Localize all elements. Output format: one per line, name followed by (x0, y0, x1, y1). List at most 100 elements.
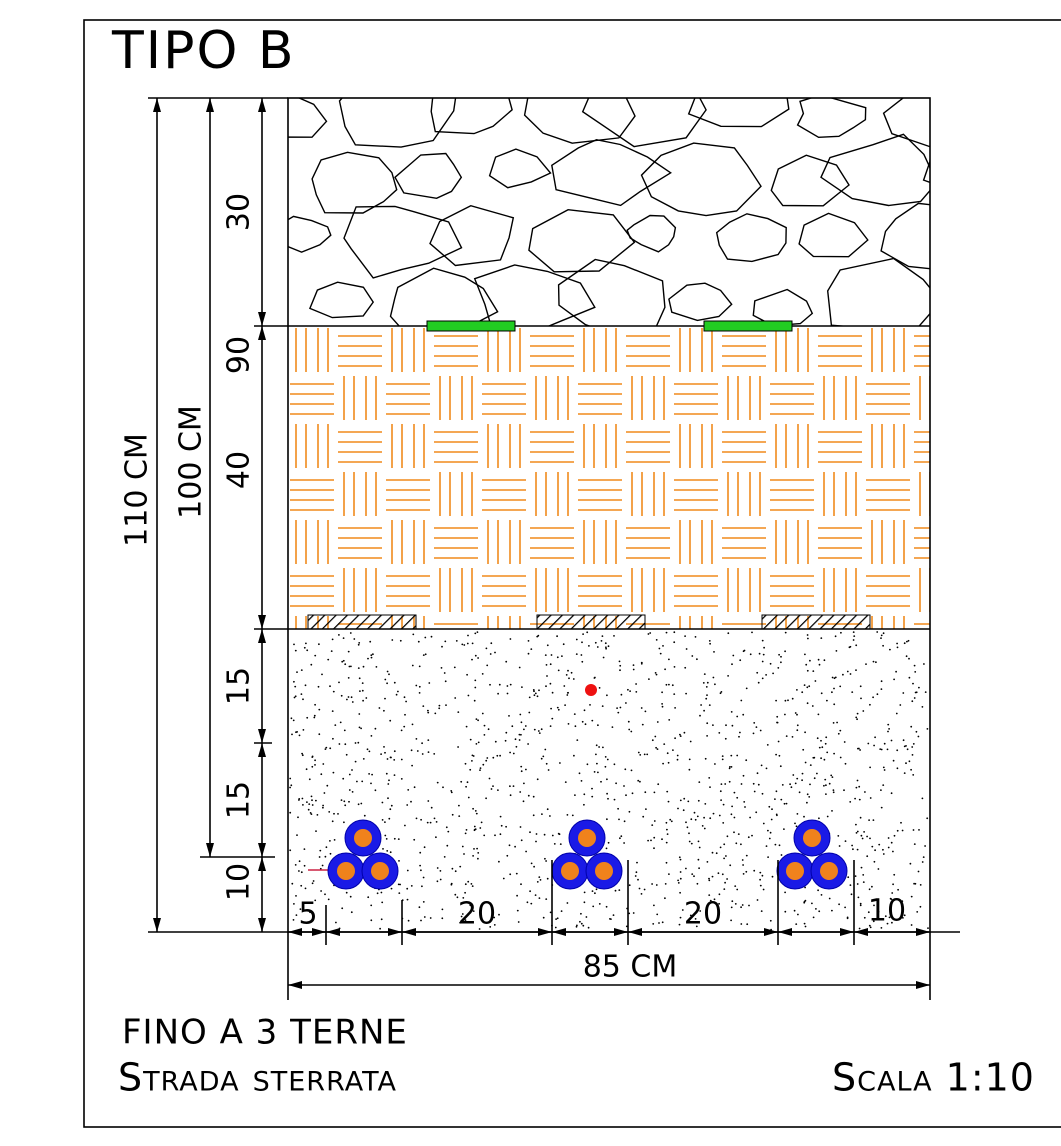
grain (423, 846, 426, 849)
grain (316, 814, 319, 816)
grain (877, 868, 880, 870)
grain (612, 914, 615, 916)
grain (643, 753, 646, 756)
grain (485, 797, 487, 800)
grain (492, 785, 494, 787)
grain (607, 645, 610, 648)
grain (395, 693, 398, 696)
grain (812, 670, 815, 672)
arrowhead (206, 843, 214, 857)
grain (787, 699, 789, 702)
grain (808, 796, 811, 798)
grain (669, 818, 672, 821)
grain (461, 643, 464, 646)
grain (520, 839, 523, 842)
grain (711, 851, 714, 854)
grain (418, 906, 421, 909)
grain (415, 684, 418, 687)
grain (473, 828, 476, 831)
grain (770, 818, 773, 821)
grain (628, 884, 631, 887)
grain (709, 786, 711, 788)
grain (438, 704, 441, 707)
stone (557, 258, 666, 326)
stone (715, 213, 787, 263)
grain (514, 845, 516, 848)
grain (736, 888, 739, 891)
grain (582, 924, 585, 927)
arrowhead (258, 615, 266, 629)
grain (314, 764, 316, 766)
grain (324, 855, 327, 858)
grain (578, 772, 581, 775)
grain (343, 800, 346, 803)
grain (331, 710, 334, 712)
grain (595, 888, 598, 891)
grain (653, 820, 656, 822)
grain (358, 713, 361, 715)
grain (583, 709, 586, 712)
grain (362, 699, 364, 702)
grain (581, 720, 584, 723)
grain (606, 758, 609, 761)
grain (474, 686, 477, 689)
grain (677, 879, 679, 882)
grain (573, 754, 575, 757)
grain (681, 909, 684, 911)
grain (344, 663, 347, 666)
grain (784, 650, 786, 653)
grain (362, 758, 365, 760)
grain (443, 856, 446, 858)
grain (313, 714, 316, 717)
grain (474, 810, 477, 812)
grain (559, 843, 562, 845)
grain (740, 843, 742, 846)
grain (314, 759, 316, 762)
grain (868, 888, 871, 891)
grain (796, 813, 799, 815)
grain (889, 648, 891, 651)
grain (688, 832, 690, 835)
grain (575, 653, 578, 655)
grain (855, 786, 858, 789)
grain (597, 771, 599, 774)
grain (545, 664, 548, 666)
grain (472, 855, 474, 857)
grain (556, 706, 559, 709)
grain (708, 877, 710, 880)
grain (442, 786, 444, 789)
grain (683, 731, 686, 734)
grain (725, 855, 727, 857)
grain (911, 700, 914, 703)
grain (912, 682, 914, 685)
grain (384, 678, 387, 681)
grain (294, 864, 297, 866)
grain (678, 923, 681, 926)
grain (862, 874, 865, 876)
grain (492, 756, 495, 759)
grain (775, 699, 777, 702)
arrowhead (258, 743, 266, 757)
grain (430, 635, 433, 638)
grain (460, 915, 463, 918)
grain (436, 867, 439, 869)
grain (756, 899, 759, 901)
grain (780, 798, 783, 801)
dim-label: 15 (222, 781, 257, 819)
grain (795, 825, 798, 828)
grain (706, 681, 709, 684)
grain (801, 779, 803, 782)
grain (632, 668, 635, 671)
grain (422, 705, 425, 707)
grain (338, 743, 341, 745)
grain (469, 768, 472, 771)
grain (854, 797, 856, 800)
arrowhead (206, 98, 214, 112)
grain (614, 889, 617, 892)
grain (859, 749, 861, 751)
grain (737, 833, 740, 835)
note: Strada sterrata (118, 1056, 397, 1100)
grain (536, 881, 539, 883)
grain (839, 729, 842, 732)
grain (383, 746, 385, 748)
